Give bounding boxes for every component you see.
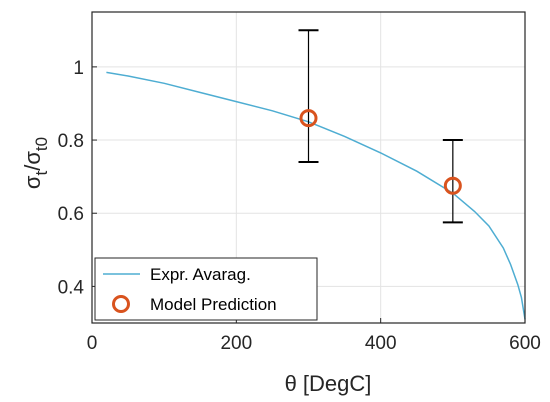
- x-tick-label: 600: [509, 333, 541, 354]
- y-tick-label: 0.6: [58, 204, 84, 225]
- marker-layer: [299, 109, 462, 195]
- y-axis-title: σt/σt0: [20, 137, 51, 189]
- x-tick-label: 400: [365, 333, 397, 354]
- y-axis-title-symbol-denominator: σ: [20, 151, 45, 165]
- y-axis-title-symbol: σ: [20, 175, 45, 189]
- y-tick-label: 0.8: [58, 131, 84, 152]
- y-axis-title-sub-numerator: t: [32, 171, 51, 176]
- x-tick-label: 200: [220, 333, 252, 354]
- model-prediction-point: [299, 109, 318, 128]
- x-axis-title: θ [DegC]: [285, 371, 372, 396]
- y-axis-title-sub-denominator: t0: [32, 137, 51, 151]
- y-tick-label: 1: [73, 58, 84, 79]
- legend-marker-swatch: [112, 295, 130, 313]
- y-tick-label: 0.4: [58, 277, 85, 298]
- expr-average-line: [106, 71, 526, 320]
- legend-label-model-prediction: Model Prediction: [150, 295, 277, 314]
- model-prediction-point: [443, 176, 462, 195]
- legend: Expr. Avarag. Model Prediction: [94, 257, 318, 321]
- tick-marks: [91, 66, 526, 323]
- curve-layer: [106, 71, 526, 320]
- y-axis-title-separator: /: [20, 164, 45, 171]
- legend-box: [94, 257, 318, 321]
- legend-label-expr-average: Expr. Avarag.: [150, 265, 251, 284]
- errorbar-layer: [298, 29, 463, 224]
- x-tick-label: 0: [87, 333, 98, 354]
- plot-frame: [91, 11, 526, 324]
- x-tick-labels: 0 200 400 600: [87, 333, 541, 354]
- y-tick-labels: 0.4 0.6 0.8 1: [58, 58, 85, 299]
